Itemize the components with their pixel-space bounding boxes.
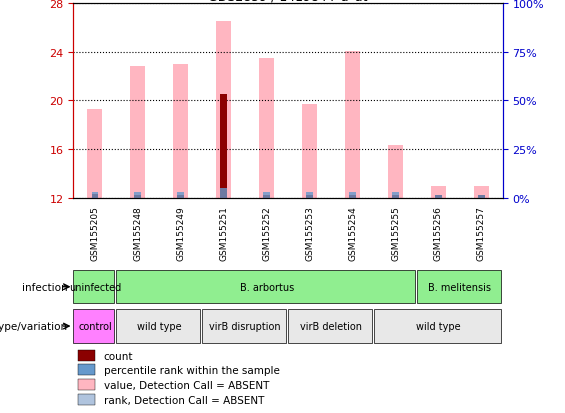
Title: GDS2859 / 1419844_a_at: GDS2859 / 1419844_a_at: [208, 0, 368, 3]
Text: B. arbortus: B. arbortus: [240, 282, 294, 292]
Bar: [478, 196, 485, 198]
Text: B. melitensis: B. melitensis: [428, 282, 492, 292]
Bar: [78, 394, 95, 405]
Bar: [302, 105, 317, 198]
Text: GSM155252: GSM155252: [262, 206, 271, 261]
Bar: [345, 52, 360, 198]
Text: infection: infection: [22, 282, 68, 292]
Bar: [392, 196, 399, 198]
Bar: [392, 192, 399, 198]
Text: uninfected: uninfected: [69, 282, 121, 292]
Bar: [435, 196, 442, 198]
Bar: [435, 196, 442, 198]
Bar: [263, 196, 270, 198]
Bar: [349, 196, 356, 198]
Bar: [78, 350, 95, 361]
Text: wild type: wild type: [137, 321, 181, 331]
Text: virB disruption: virB disruption: [210, 321, 281, 331]
Bar: [131, 67, 145, 198]
Text: GSM155248: GSM155248: [133, 206, 142, 261]
Bar: [88, 110, 102, 198]
Bar: [478, 196, 485, 198]
Bar: [134, 196, 141, 198]
FancyBboxPatch shape: [73, 271, 114, 304]
Bar: [220, 188, 227, 198]
Bar: [388, 146, 403, 198]
Bar: [78, 379, 95, 390]
Bar: [177, 196, 184, 198]
Text: GSM155251: GSM155251: [219, 206, 228, 261]
Bar: [474, 186, 489, 198]
Text: wild type: wild type: [416, 321, 460, 331]
Text: control: control: [78, 321, 112, 331]
FancyBboxPatch shape: [202, 310, 286, 343]
Text: genotype/variation: genotype/variation: [0, 321, 68, 331]
Bar: [173, 65, 188, 198]
Text: GSM155255: GSM155255: [391, 206, 400, 261]
Bar: [92, 192, 98, 198]
Bar: [259, 59, 274, 198]
Text: count: count: [103, 351, 133, 361]
Text: GSM155256: GSM155256: [434, 206, 443, 261]
Text: GSM155253: GSM155253: [305, 206, 314, 261]
FancyBboxPatch shape: [73, 310, 114, 343]
Bar: [431, 186, 446, 198]
Bar: [263, 192, 270, 198]
Bar: [177, 192, 184, 198]
FancyBboxPatch shape: [116, 310, 200, 343]
FancyBboxPatch shape: [288, 310, 372, 343]
Text: GSM155254: GSM155254: [348, 206, 357, 261]
Bar: [220, 95, 227, 198]
Bar: [92, 195, 98, 198]
Text: percentile rank within the sample: percentile rank within the sample: [103, 366, 279, 375]
Text: value, Detection Call = ABSENT: value, Detection Call = ABSENT: [103, 380, 269, 390]
Bar: [216, 22, 231, 198]
FancyBboxPatch shape: [417, 271, 501, 304]
FancyBboxPatch shape: [374, 310, 501, 343]
Bar: [306, 196, 313, 198]
Text: rank, Detection Call = ABSENT: rank, Detection Call = ABSENT: [103, 395, 264, 405]
Bar: [306, 192, 313, 198]
Text: virB deletion: virB deletion: [300, 321, 362, 331]
Bar: [349, 192, 356, 198]
Text: GSM155257: GSM155257: [477, 206, 486, 261]
FancyBboxPatch shape: [116, 271, 415, 304]
Text: GSM155249: GSM155249: [176, 206, 185, 261]
Bar: [78, 364, 95, 375]
Bar: [134, 192, 141, 198]
Text: GSM155205: GSM155205: [90, 206, 99, 261]
